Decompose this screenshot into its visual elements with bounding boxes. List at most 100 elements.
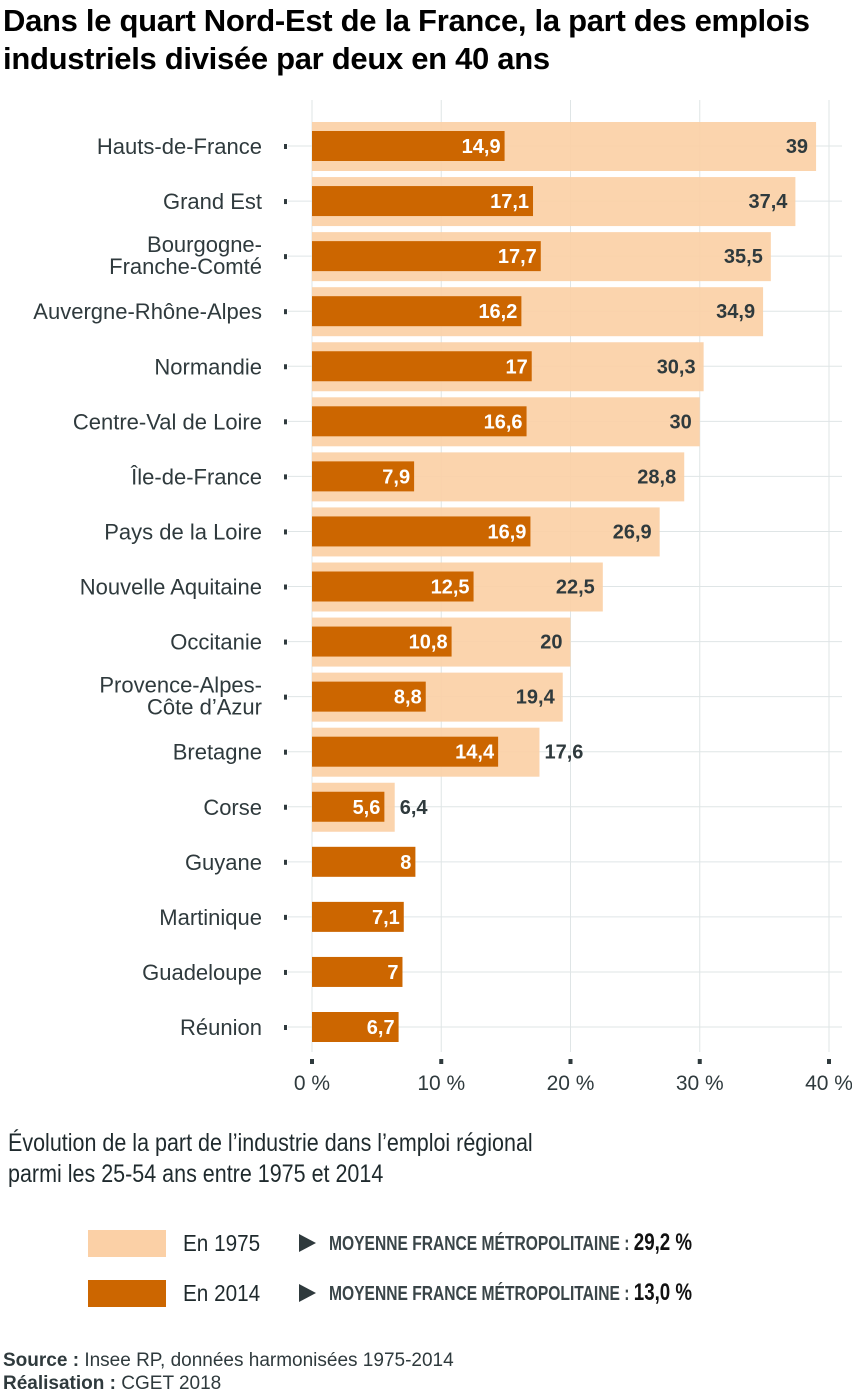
category-label: Auvergne-Rhône-Alpes <box>33 299 262 324</box>
legend-swatch-2014 <box>88 1279 166 1307</box>
category-label: Grand Est <box>163 189 262 214</box>
average-label-1975: MOYENNE FRANCE MÉTROPOLITAINE : <box>329 1233 630 1255</box>
y-tick-mark <box>284 474 287 480</box>
data-label-2014: 17,1 <box>490 191 529 213</box>
bar-2014 <box>312 516 531 547</box>
source-text: Insee RP, données harmonisées 1975-2014 <box>84 1350 454 1371</box>
data-label-2014: 16,9 <box>487 521 526 543</box>
data-label-1975: 37,4 <box>748 191 788 213</box>
data-label-2014: 17 <box>505 356 527 378</box>
category-label: Pays de la Loire <box>104 519 262 544</box>
bar-2014 <box>312 241 541 272</box>
data-label-2014: 12,5 <box>431 577 470 599</box>
category-label-line: Franche-Comté <box>109 254 262 279</box>
average-value-2014: 13,0 % <box>633 1279 693 1306</box>
x-tick-mark <box>697 1059 702 1064</box>
bar-2014 <box>312 406 527 437</box>
data-label-2014: 7 <box>387 962 398 984</box>
source-label: Source : <box>3 1350 80 1371</box>
average-2014: MOYENNE FRANCE MÉTROPOLITAINE : 13,0 % <box>329 1279 692 1307</box>
data-label-1975: 17,6 <box>544 742 583 764</box>
data-label-1975: 6,4 <box>400 797 429 819</box>
y-tick-mark <box>284 309 287 315</box>
y-tick-mark <box>284 1025 287 1030</box>
subtitle-line-2: parmi les 25-54 ans entre 1975 et 2014 <box>8 1160 384 1188</box>
y-tick-mark <box>284 584 287 590</box>
triangle-right-icon <box>299 1284 316 1302</box>
category-label: Guyane <box>185 850 262 875</box>
bar-2014 <box>312 461 415 492</box>
chart-subtitle: Évolution de la part de l’industrie dans… <box>8 1128 696 1190</box>
bar-2014 <box>312 1012 399 1042</box>
category-label-line: Bourgogne- <box>147 232 262 257</box>
category-label: Île-de-France <box>130 464 262 489</box>
category-label: Hauts-de-France <box>97 134 262 159</box>
bars: 14,9 39 17,1 37,4 17,7 35,5 16,2 34,9 17 30,3 16,6… <box>312 122 817 1042</box>
category-label: Normandie <box>154 354 262 379</box>
category-label: Bretagne <box>173 740 262 765</box>
data-label-2014: 14,9 <box>462 136 501 158</box>
category-label: Provence-Alpes-Côte d’Azur <box>99 673 262 720</box>
credit-label: Réalisation : <box>3 1373 116 1394</box>
credit-line: Réalisation : CGET 2018 <box>3 1372 454 1395</box>
y-tick-mark <box>284 749 287 755</box>
y-tick-mark <box>284 639 287 645</box>
bar-2014 <box>312 791 385 822</box>
credit-text: CGET 2018 <box>121 1373 222 1394</box>
y-tick-mark <box>284 804 287 810</box>
x-tick-mark <box>439 1059 444 1064</box>
legend-item-1975: En 1975 MOYENNE FRANCE MÉTROPOLITAINE : … <box>88 1229 794 1257</box>
data-label-2014: 7,1 <box>372 907 400 929</box>
data-label-1975: 35,5 <box>724 246 763 268</box>
data-label-2014: 17,7 <box>498 246 537 268</box>
bar-2014 <box>312 901 404 932</box>
data-label-2014: 10,8 <box>409 632 448 654</box>
x-tick-label: 30 % <box>676 1072 724 1095</box>
category-label: Réunion <box>180 1015 262 1040</box>
bar-2014 <box>312 681 426 712</box>
category-label: Centre-Val de Loire <box>73 409 262 434</box>
y-tick-mark <box>284 694 287 700</box>
x-tick-label: 20 % <box>547 1072 595 1095</box>
y-tick-mark <box>284 529 287 535</box>
data-label-2014: 16,6 <box>484 411 523 433</box>
category-label-line: Provence-Alpes- <box>99 673 262 698</box>
bar-2014 <box>312 626 452 657</box>
data-label-1975: 30,3 <box>657 356 696 378</box>
category-label-line: Côte d’Azur <box>147 695 262 720</box>
legend-swatch-1975 <box>88 1229 166 1257</box>
x-tick-label: 0 % <box>294 1072 330 1095</box>
y-tick-mark <box>284 144 287 149</box>
average-label-2014: MOYENNE FRANCE MÉTROPOLITAINE : <box>329 1283 630 1305</box>
bar-2014 <box>312 736 499 767</box>
y-tick-mark <box>284 254 287 260</box>
data-label-1975: 22,5 <box>556 577 595 599</box>
bar-2014 <box>312 186 534 217</box>
data-label-2014: 8 <box>400 852 411 874</box>
source-line: Source : Insee RP, données harmonisées 1… <box>3 1349 454 1372</box>
x-axis: 0 % 10 % 20 % 30 % 40 % <box>284 144 852 1095</box>
category-label: Occitanie <box>170 630 262 655</box>
data-label-2014: 14,4 <box>455 742 495 764</box>
bar-2014 <box>312 131 505 161</box>
data-label-2014: 16,2 <box>478 301 517 323</box>
data-label-1975: 19,4 <box>516 687 556 709</box>
x-tick-label: 40 % <box>805 1072 852 1095</box>
y-tick-mark <box>284 419 287 425</box>
footer: Source : Insee RP, données harmonisées 1… <box>3 1349 454 1395</box>
category-label: Bourgogne-Franche-Comté <box>109 232 262 279</box>
category-labels: Hauts-de-France Grand Est Bourgogne-Franch… <box>33 134 262 1040</box>
y-tick-mark <box>284 859 287 865</box>
x-tick-label: 10 % <box>417 1072 465 1095</box>
bar-2014 <box>312 351 532 382</box>
bar-2014 <box>312 956 403 987</box>
data-label-2014: 5,6 <box>353 797 381 819</box>
data-label-1975: 28,8 <box>637 466 676 488</box>
subtitle-line-1: Évolution de la part de l’industrie dans… <box>8 1129 533 1157</box>
y-tick-mark <box>284 914 287 920</box>
legend-label-1975: En 1975 <box>183 1229 261 1256</box>
bar-chart: 14,9 39 17,1 37,4 17,7 35,5 16,2 34,9 17 30,3 16,6… <box>33 100 852 1095</box>
legend-label-2014: En 2014 <box>183 1279 261 1306</box>
bar-2014 <box>312 571 474 602</box>
data-label-2014: 8,8 <box>394 687 422 709</box>
